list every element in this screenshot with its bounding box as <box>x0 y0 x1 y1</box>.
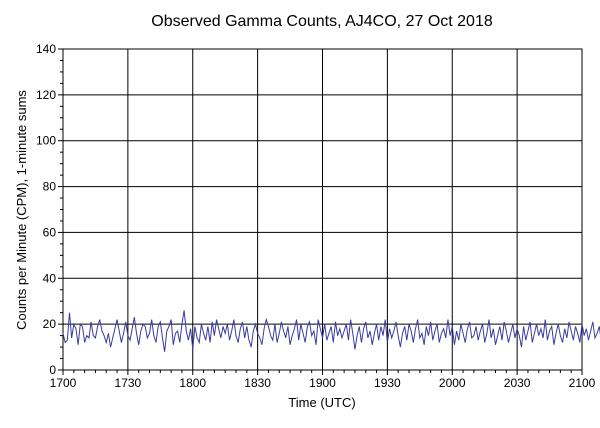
y-tick-label: 120 <box>36 88 56 102</box>
y-tick-label: 0 <box>49 363 56 377</box>
x-tick-label: 2030 <box>504 376 531 390</box>
y-tick-label: 80 <box>43 180 57 194</box>
x-tick-label: 1700 <box>50 376 77 390</box>
y-axis-ticks: 0 20 40 60 80 100 120 140 <box>36 42 63 377</box>
minor-ticks <box>60 59 572 373</box>
y-axis-label: Counts per Minute (CPM), 1-minute sums <box>14 90 29 330</box>
x-axis-label: Time (UTC) <box>288 395 355 410</box>
series-layer <box>62 310 600 352</box>
y-tick-label: 100 <box>36 134 56 148</box>
y-tick-label: 60 <box>43 225 57 239</box>
y-tick-label: 140 <box>36 42 56 56</box>
y-tick-label: 40 <box>43 271 57 285</box>
x-tick-label: 2000 <box>439 376 466 390</box>
series-line <box>62 310 600 352</box>
plot-grid <box>63 49 582 370</box>
x-axis-ticks: 1700 1730 1800 1830 1900 1930 2000 2030 2100 <box>50 370 596 390</box>
x-tick-label: 1930 <box>374 376 401 390</box>
x-tick-label: 1730 <box>115 376 142 390</box>
x-tick-label: 1800 <box>179 376 206 390</box>
x-tick-label: 1900 <box>309 376 336 390</box>
x-tick-label: 1830 <box>244 376 271 390</box>
x-tick-label: 2100 <box>569 376 596 390</box>
y-tick-label: 20 <box>43 317 57 331</box>
chart-title: Observed Gamma Counts, AJ4CO, 27 Oct 201… <box>151 13 493 30</box>
